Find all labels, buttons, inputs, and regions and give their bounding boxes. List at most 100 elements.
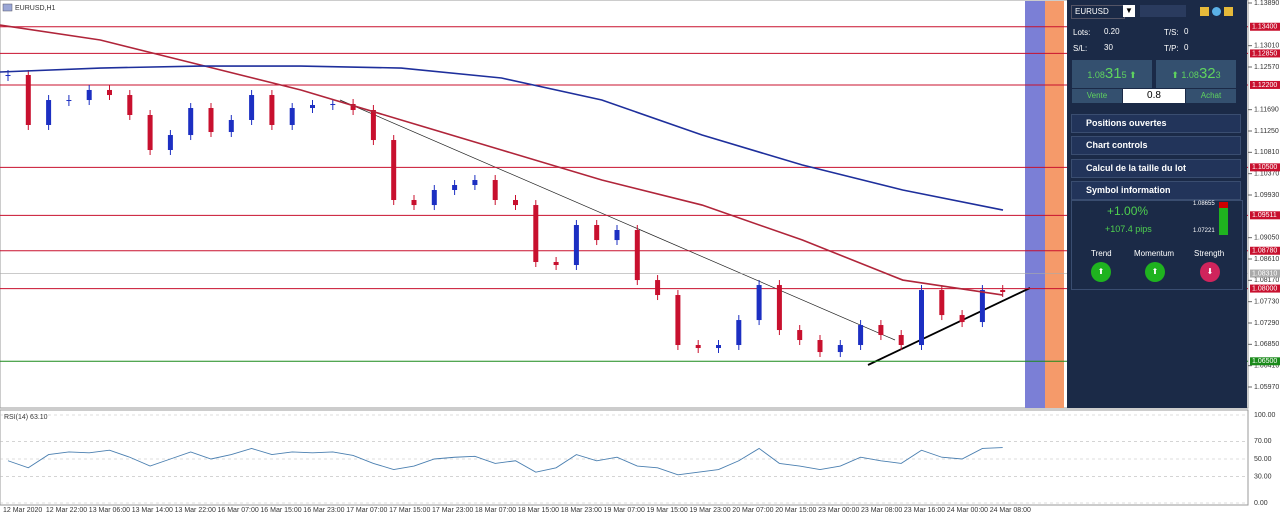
section-header[interactable]: Symbol information — [1071, 181, 1241, 200]
price-pips: 32 — [1198, 65, 1216, 82]
candle-body — [533, 205, 539, 263]
candle-body — [695, 345, 701, 349]
candle-body — [858, 325, 864, 346]
price-tick-label: 1.08610 — [1254, 256, 1279, 263]
range-bar — [1219, 202, 1228, 208]
candle-body — [107, 89, 112, 96]
level-box — [1250, 22, 1280, 31]
spread: 0.8 — [1123, 89, 1185, 103]
price-tick-label: 1.09930 — [1254, 192, 1279, 199]
candle-body — [655, 280, 661, 296]
range-high: 1.08655 — [1193, 201, 1215, 207]
candle-body — [289, 108, 295, 125]
candle-body — [5, 75, 11, 76]
sl-input[interactable]: 30 — [1101, 42, 1129, 54]
x-tick-label: 17 Mar 15:00 — [389, 507, 430, 514]
level-label: 1.08000 — [1252, 285, 1277, 292]
change-pips: +107.4 pips — [1105, 224, 1152, 234]
x-tick-label: 24 Mar 08:00 — [990, 507, 1031, 514]
level-box — [1250, 49, 1280, 58]
rsi-label: RSI(14) 63.10 — [4, 414, 48, 421]
section-header[interactable]: Calcul de la taille du lot — [1071, 159, 1241, 178]
candle-body — [776, 285, 782, 331]
candle-body — [594, 225, 600, 241]
x-tick-label: 12 Mar 22:00 — [46, 507, 87, 514]
symbol-select[interactable]: EURUSD — [1071, 5, 1125, 19]
level-box — [1250, 246, 1280, 255]
x-tick-label: 16 Mar 15:00 — [260, 507, 301, 514]
symbol-info — [1071, 200, 1243, 290]
symbol-label: EURUSD,H1 — [15, 5, 56, 12]
sell-button[interactable]: 1.08315 ⬆ — [1072, 60, 1152, 88]
ts-input[interactable]: 0 — [1181, 26, 1209, 38]
price-tick-label: 1.11250 — [1254, 128, 1279, 135]
candle-body — [188, 108, 194, 136]
session-band — [1045, 1, 1064, 408]
field-label: S/L: — [1073, 44, 1088, 53]
candle-body — [249, 95, 255, 120]
x-tick-label: 19 Mar 15:00 — [647, 507, 688, 514]
price-tick-label: 1.13890 — [1254, 0, 1279, 7]
x-tick-label: 18 Mar 07:00 — [475, 507, 516, 514]
candle-body — [614, 230, 620, 241]
level-box — [1250, 163, 1280, 172]
tp-input[interactable]: 0 — [1181, 42, 1209, 54]
candle-body — [492, 180, 498, 200]
candle-body — [1000, 290, 1006, 293]
level-box — [1250, 284, 1280, 293]
price-big: 1.08 — [1181, 70, 1199, 80]
price-point: 5 — [1121, 70, 1127, 80]
trade-panel: EURUSD ▼ Lots: 0.20 T/S: 0 S/L: 30 T/P: … — [1067, 0, 1247, 408]
rsi-pane — [0, 409, 1249, 506]
buy-button[interactable]: ⬆ 1.08323 — [1156, 60, 1236, 88]
candle-body — [837, 345, 843, 353]
lots-input[interactable]: 0.20 — [1101, 26, 1129, 38]
indicator-label: Momentum — [1134, 249, 1175, 258]
price-tick-label: 1.09050 — [1254, 235, 1279, 242]
candle-body — [573, 225, 579, 266]
level-label: 1.12200 — [1252, 82, 1277, 89]
price-tick-label: 1.06410 — [1254, 363, 1279, 370]
candle-body — [127, 95, 133, 115]
icon[interactable] — [1200, 7, 1209, 16]
symbol-icon — [2, 3, 13, 12]
candle-body — [878, 325, 884, 336]
candle-body — [959, 315, 965, 323]
candle-body — [675, 295, 681, 346]
level-label: 1.08310 — [1252, 270, 1277, 277]
trendline — [867, 287, 1031, 366]
x-tick-label: 23 Mar 08:00 — [861, 507, 902, 514]
symbol-search[interactable] — [1140, 5, 1186, 17]
icon[interactable] — [1212, 7, 1221, 16]
rsi-tick-label: 70.00 — [1254, 438, 1272, 445]
x-tick-label: 13 Mar 22:00 — [175, 507, 216, 514]
level-label: 1.12850 — [1252, 50, 1277, 57]
level-box — [1250, 80, 1280, 89]
level-box — [1250, 357, 1280, 366]
price-point: 3 — [1215, 70, 1221, 80]
candle-body — [817, 340, 823, 353]
candle-body — [25, 75, 31, 125]
section-header[interactable]: Positions ouvertes — [1071, 114, 1241, 133]
x-tick-label: 18 Mar 15:00 — [518, 507, 559, 514]
x-tick-label: 13 Mar 06:00 — [89, 507, 130, 514]
rsi-tick-label: 100.00 — [1254, 412, 1276, 419]
x-tick-label: 16 Mar 07:00 — [218, 507, 259, 514]
candle-body — [716, 345, 721, 349]
change-pct: +1.00% — [1107, 204, 1149, 218]
candle-body — [46, 100, 52, 125]
candle-body — [147, 115, 153, 151]
x-tick-label: 18 Mar 23:00 — [561, 507, 602, 514]
dropdown-arrow[interactable]: ▼ — [1123, 5, 1135, 17]
candle-body — [979, 290, 985, 323]
x-tick-label: 17 Mar 07:00 — [346, 507, 387, 514]
x-tick-label: 20 Mar 07:00 — [732, 507, 773, 514]
price-big: 1.08 — [1087, 70, 1105, 80]
buy-label: Achat — [1186, 89, 1236, 103]
x-tick-label: 12 Mar 2020 — [3, 507, 42, 514]
session-band — [1025, 1, 1045, 408]
icon[interactable] — [1224, 7, 1233, 16]
section-header[interactable]: Chart controls — [1071, 136, 1241, 155]
